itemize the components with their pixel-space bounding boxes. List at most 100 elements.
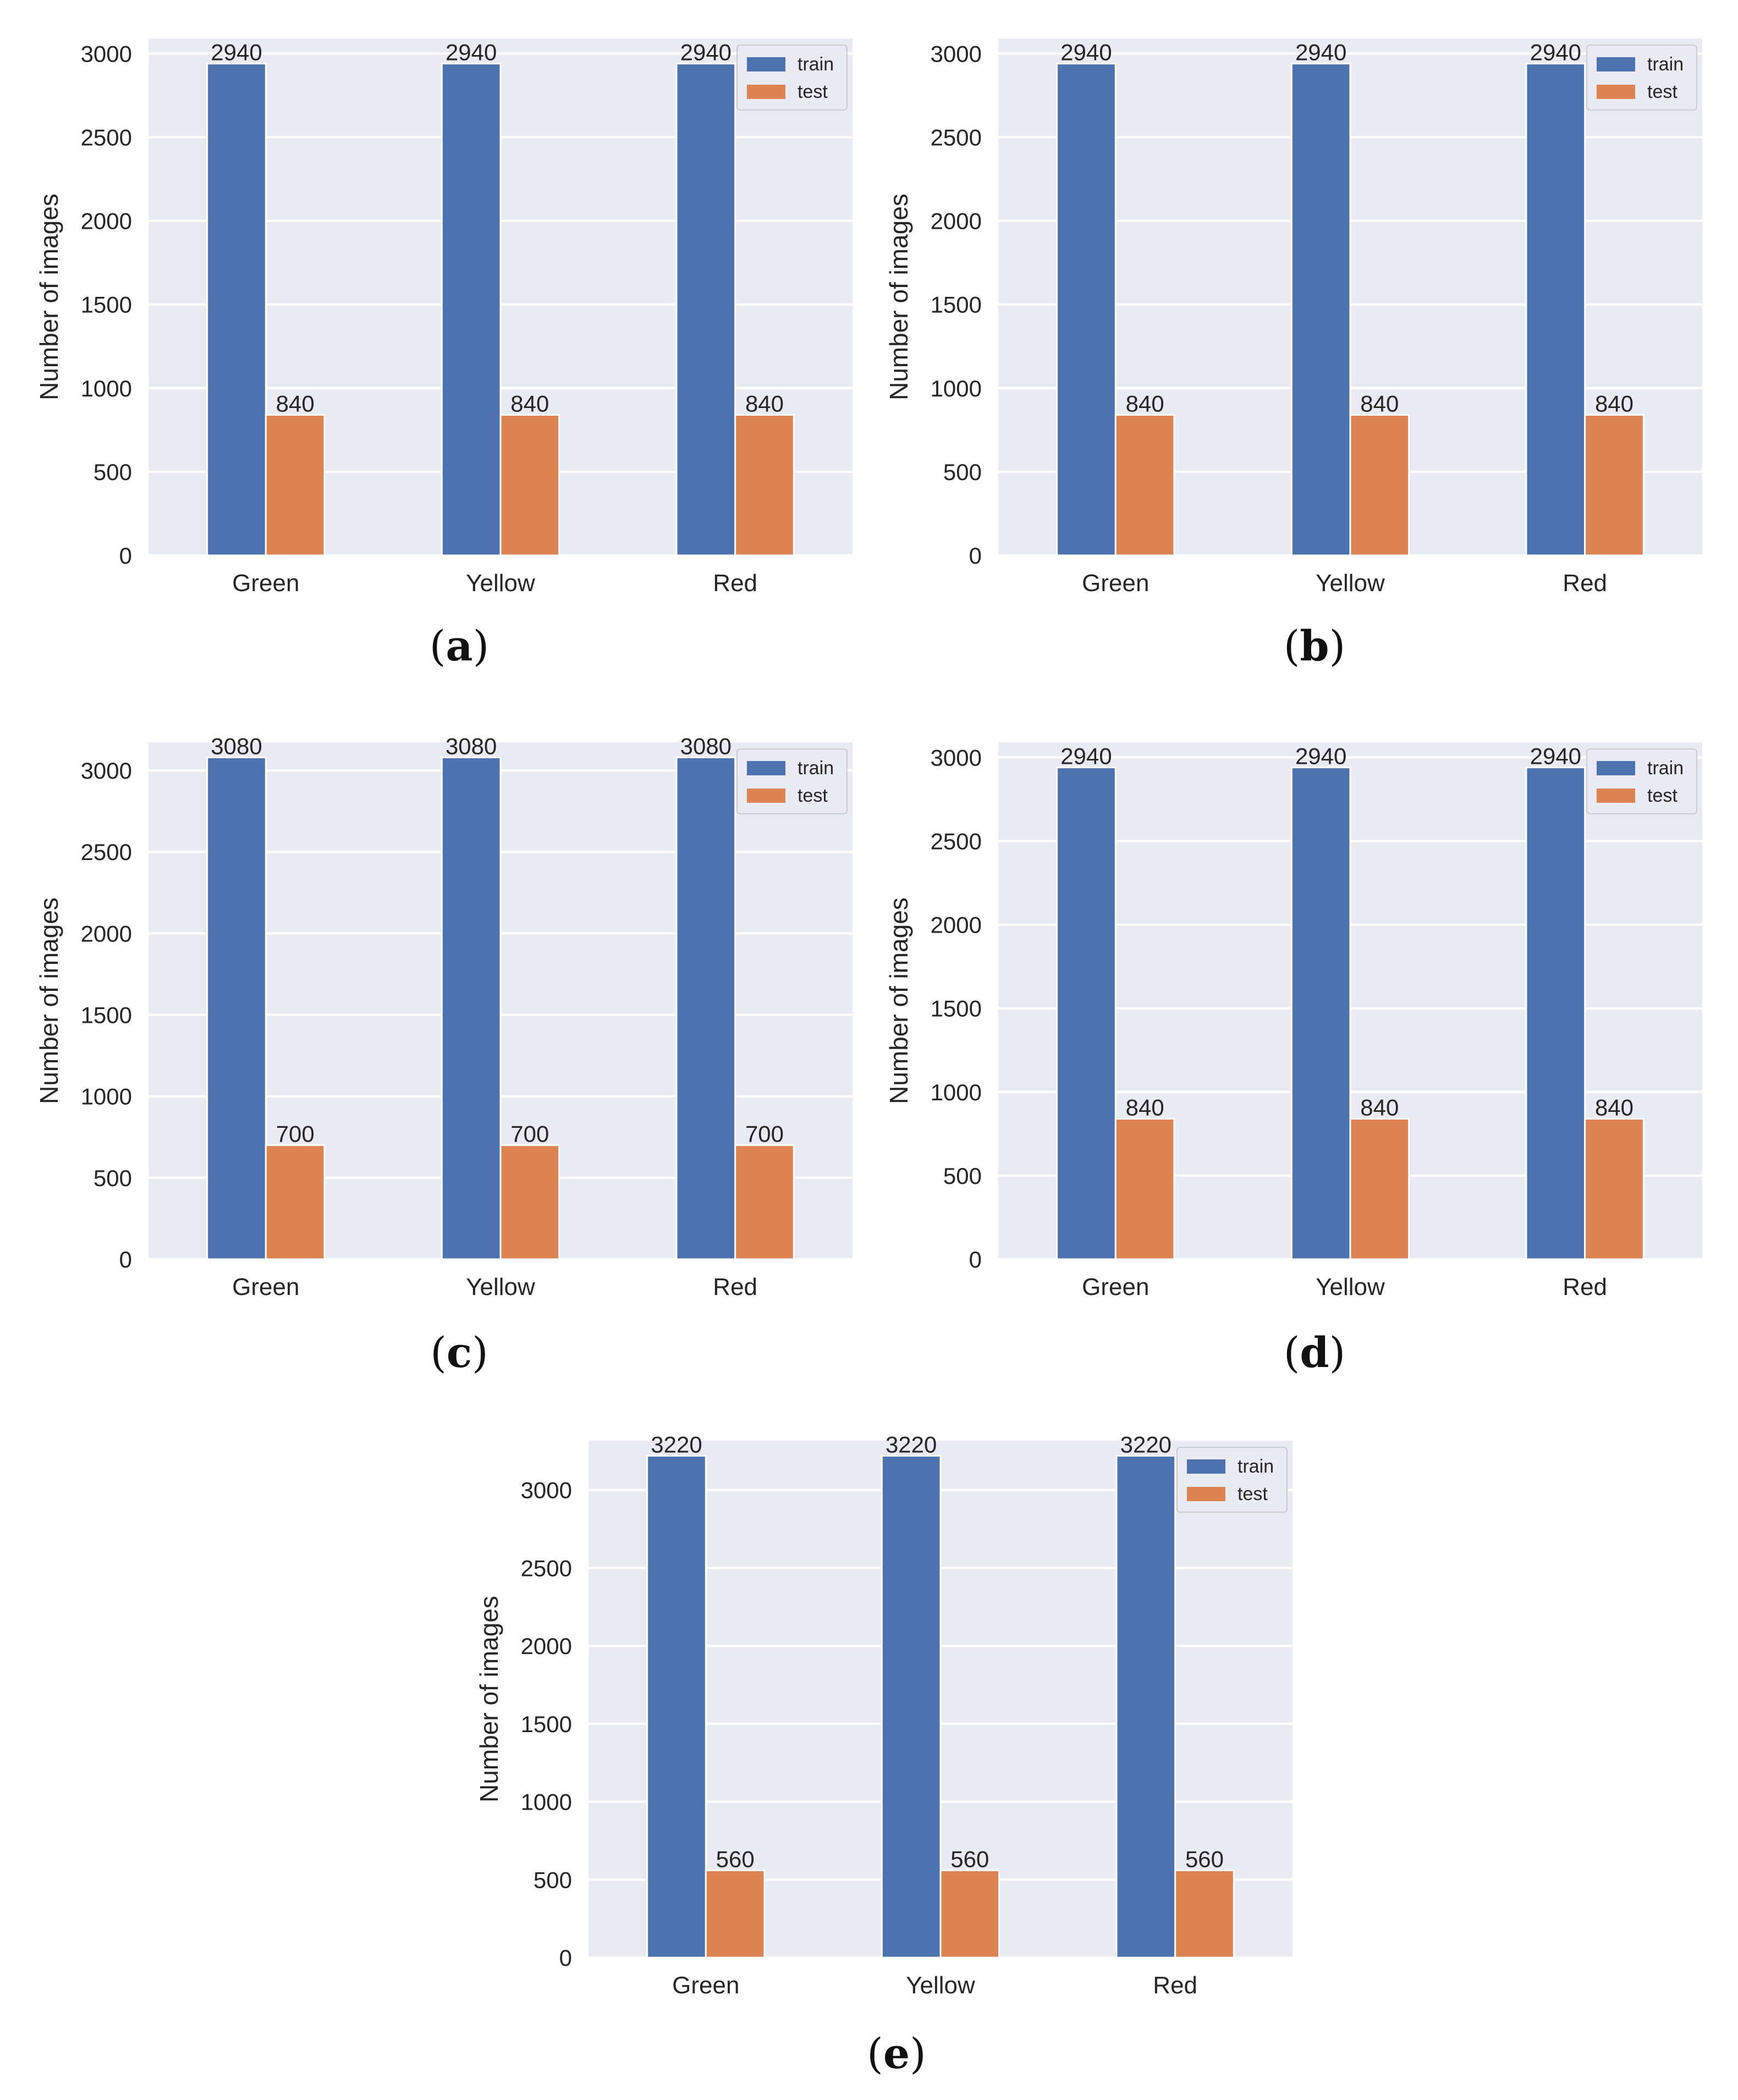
y-tick-label: 1000 xyxy=(931,1079,982,1105)
bar-train-red xyxy=(1115,1454,1176,1959)
data-label: 840 xyxy=(745,390,784,416)
x-tick-label: Yellow xyxy=(1316,1274,1385,1300)
y-tick-label: 1000 xyxy=(81,1084,132,1110)
data-label: 2940 xyxy=(1060,40,1112,65)
bar-test-red xyxy=(734,414,795,556)
bar-train-green xyxy=(1056,63,1116,556)
bar-train-yellow xyxy=(441,63,502,556)
bar-train-green xyxy=(206,756,267,1260)
bar-test-yellow xyxy=(499,414,560,556)
bar-train-yellow xyxy=(881,1454,942,1959)
data-label: 2940 xyxy=(1295,40,1346,65)
bar-test-green xyxy=(265,414,326,556)
y-tick-label: 2000 xyxy=(521,1633,572,1659)
x-tick-label: Green xyxy=(1082,1274,1149,1300)
x-tick-label: Red xyxy=(1563,570,1607,597)
x-tick-label: Green xyxy=(672,1972,739,1999)
data-label: 2940 xyxy=(211,40,262,65)
y-tick-label: 2000 xyxy=(81,208,132,234)
bar-test-yellow xyxy=(499,1144,560,1260)
y-tick-label: 0 xyxy=(969,543,982,569)
y-tick-label: 1000 xyxy=(81,376,132,401)
data-label: 2940 xyxy=(446,40,497,65)
y-tick-label: 500 xyxy=(943,1163,982,1189)
x-tick-label: Red xyxy=(1563,1274,1607,1300)
y-tick-label: 2500 xyxy=(931,828,982,854)
data-label: 3080 xyxy=(211,733,262,759)
x-tick-label: Red xyxy=(1153,1972,1197,1999)
bar-test-red xyxy=(734,1144,795,1260)
chart-panel-c: 0 500 1000 1500 2000 2500 3000 Number of images… xyxy=(22,726,864,1320)
bar-test-red xyxy=(1584,414,1645,556)
y-tick-label: 1500 xyxy=(931,292,982,318)
y-tick-label: 0 xyxy=(119,1247,132,1272)
bar-test-green xyxy=(1114,1117,1175,1260)
chart-a: 0 500 1000 1500 2000 2500 3000 Number of images… xyxy=(35,38,853,597)
y-tick-label: 2000 xyxy=(931,912,982,938)
legend-label-train: train xyxy=(1647,54,1684,75)
data-label: 3220 xyxy=(886,1431,937,1457)
data-label: 3080 xyxy=(680,733,732,759)
chart-d: 0 500 1000 1500 2000 2500 3000 Number of images… xyxy=(884,742,1702,1300)
y-tick-label: 500 xyxy=(94,1165,132,1191)
y-tick-label: 3000 xyxy=(81,758,132,784)
legend-label-test: test xyxy=(798,81,828,102)
y-axis-label: Number of images xyxy=(35,194,63,400)
data-label: 840 xyxy=(1595,1094,1634,1120)
data-label: 840 xyxy=(1360,1094,1399,1120)
bar-train-red xyxy=(675,63,736,556)
bar-test-red xyxy=(1584,1117,1645,1260)
bar-train-yellow xyxy=(1290,63,1351,556)
y-axis-label: Number of images xyxy=(884,194,913,400)
caption-d: (d) xyxy=(1283,1328,1346,1377)
data-label: 840 xyxy=(1126,1094,1164,1120)
y-tick-label: 1500 xyxy=(81,292,132,318)
bar-test-green xyxy=(1114,414,1175,556)
data-label: 560 xyxy=(716,1846,755,1872)
data-label: 2940 xyxy=(1530,40,1581,65)
y-tick-label: 1500 xyxy=(521,1711,572,1737)
x-tick-label: Yellow xyxy=(466,570,535,597)
bar-test-green xyxy=(265,1144,326,1260)
x-tick-label: Green xyxy=(232,570,299,597)
legend-swatch-train xyxy=(1597,57,1635,71)
bar-train-green xyxy=(1056,767,1116,1260)
data-label: 700 xyxy=(745,1121,784,1147)
bar-test-yellow xyxy=(1349,1117,1410,1260)
data-label: 700 xyxy=(510,1121,549,1147)
y-tick-label: 2000 xyxy=(931,208,982,234)
y-tick-label: 2500 xyxy=(81,839,132,865)
data-label: 2940 xyxy=(680,40,732,65)
bar-test-yellow xyxy=(939,1869,1000,1959)
data-label: 700 xyxy=(276,1121,315,1147)
x-tick-label: Red xyxy=(713,1274,757,1300)
x-tick-label: Yellow xyxy=(1316,570,1385,597)
y-tick-label: 500 xyxy=(94,459,132,485)
x-tick-label: Red xyxy=(713,570,757,597)
caption-b: (b) xyxy=(1283,621,1346,670)
data-label: 840 xyxy=(1595,390,1634,416)
chart-panel-d: 0 500 1000 1500 2000 2500 3000 Number of images… xyxy=(872,726,1713,1320)
y-axis-label: Number of images xyxy=(475,1596,503,1803)
caption-e: (e) xyxy=(867,2029,926,2078)
legend-swatch-test xyxy=(1187,1487,1225,1501)
legend-label-train: train xyxy=(798,758,834,779)
legend-swatch-test xyxy=(1597,789,1635,803)
y-tick-label: 500 xyxy=(943,459,982,485)
bar-train-yellow xyxy=(1290,767,1351,1260)
bar-test-yellow xyxy=(1349,414,1410,556)
data-label: 2940 xyxy=(1295,743,1346,769)
legend-swatch-train xyxy=(747,761,785,775)
x-tick-label: Green xyxy=(232,1274,299,1300)
y-tick-label: 2500 xyxy=(521,1555,572,1581)
legend-swatch-train xyxy=(747,57,785,71)
bar-train-red xyxy=(1525,767,1586,1260)
data-label: 2940 xyxy=(1060,743,1112,769)
chart-c: 0 500 1000 1500 2000 2500 3000 Number of images… xyxy=(35,733,853,1300)
y-tick-label: 0 xyxy=(559,1945,572,1971)
legend-swatch-train xyxy=(1597,761,1635,775)
data-label: 3080 xyxy=(446,733,497,759)
caption-a: (a) xyxy=(429,621,490,670)
bar-train-red xyxy=(1525,63,1586,556)
bar-train-green xyxy=(206,63,267,556)
